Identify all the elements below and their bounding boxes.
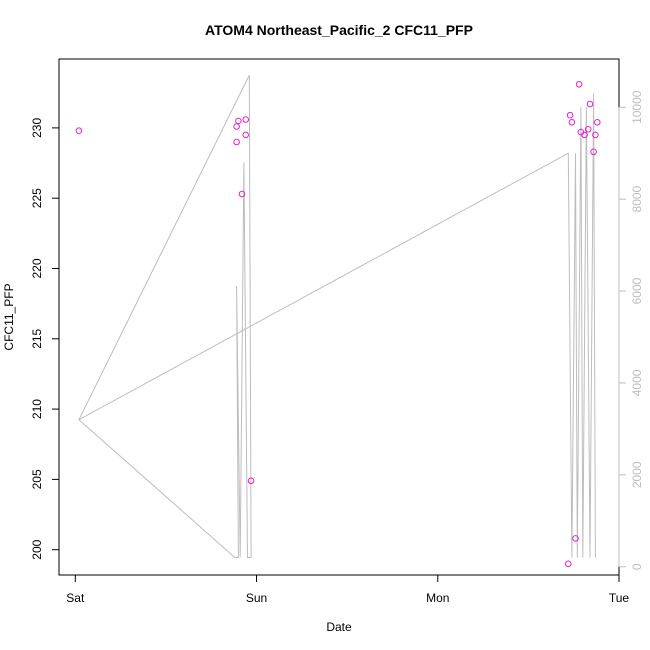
y2-tick-label: 2000 xyxy=(630,461,644,488)
y2-tick-label: 0 xyxy=(630,563,644,570)
data-point xyxy=(584,126,592,133)
y2-tick-label: 10000 xyxy=(630,90,644,124)
data-point xyxy=(233,138,240,146)
data-point xyxy=(235,117,242,125)
line-series-path xyxy=(78,74,596,558)
data-point xyxy=(242,116,249,123)
data-point xyxy=(581,131,588,139)
data-point xyxy=(590,148,597,156)
chart-title: ATOM4 Northeast_Pacific_2 CFC11_PFP xyxy=(205,22,473,38)
data-point xyxy=(566,111,574,119)
data-point xyxy=(565,560,572,568)
x-tick-label: Sat xyxy=(66,591,85,605)
plot-frame xyxy=(58,58,620,576)
line-series xyxy=(78,74,596,558)
y-tick-label: 225 xyxy=(30,188,44,208)
data-point xyxy=(586,100,594,108)
data-point xyxy=(233,123,240,130)
y-tick-label: 215 xyxy=(30,328,44,348)
y-axis-left: 200 205 210 215 220 225 230 xyxy=(30,118,60,560)
y-tick-label: 220 xyxy=(30,258,44,278)
data-point xyxy=(75,127,83,134)
y-tick-label: 205 xyxy=(30,469,44,489)
y-tick-label: 230 xyxy=(30,118,44,138)
y-tick-label: 200 xyxy=(30,539,44,559)
x-tick-label: Tue xyxy=(609,591,630,605)
data-point xyxy=(592,131,599,139)
data-point xyxy=(575,81,583,88)
y2-tick-label: 4000 xyxy=(630,369,644,396)
data-point xyxy=(594,119,601,126)
data-point xyxy=(572,535,579,542)
point-series xyxy=(75,81,601,568)
data-point xyxy=(242,131,249,139)
y-tick-label: 210 xyxy=(30,399,44,419)
x-tick-label: Mon xyxy=(426,591,449,605)
y-axis-label: CFC11_PFP xyxy=(2,283,16,350)
y2-tick-label: 8000 xyxy=(630,185,644,212)
x-axis-label: Date xyxy=(326,620,352,634)
y2-tick-label: 6000 xyxy=(630,277,644,304)
x-axis: Sat Sun Mon Tue xyxy=(66,574,630,605)
data-point xyxy=(247,477,255,485)
data-point xyxy=(238,190,246,198)
data-point xyxy=(568,119,576,126)
y-axis-right: 0 2000 4000 6000 8000 10000 xyxy=(618,90,644,570)
x-tick-label: Sun xyxy=(246,591,267,605)
